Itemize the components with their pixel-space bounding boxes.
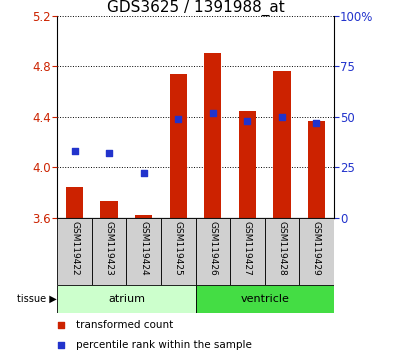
Point (313, 120, 320, 126)
Title: GDS3625 / 1391988_at: GDS3625 / 1391988_at (107, 0, 284, 16)
Bar (100, 201, 118, 218)
Point (141, 171, 147, 176)
Text: GSM119423: GSM119423 (105, 221, 114, 276)
Point (58, 322, 64, 327)
Point (106, 150, 112, 156)
Text: GSM119422: GSM119422 (70, 221, 79, 276)
Bar (135, 215, 152, 218)
Bar (57, 285, 196, 313)
Text: GSM119427: GSM119427 (243, 221, 252, 276)
Bar (230, 218, 265, 285)
Bar (265, 218, 299, 285)
Bar (196, 285, 334, 313)
Bar (273, 72, 291, 218)
Text: GSM119424: GSM119424 (139, 221, 148, 276)
Point (58, 342, 64, 348)
Bar (169, 74, 187, 218)
Bar (308, 121, 325, 218)
Point (71, 148, 78, 154)
Text: GSM119428: GSM119428 (277, 221, 286, 276)
Bar (57, 218, 92, 285)
Bar (161, 218, 196, 285)
Text: ventricle: ventricle (240, 294, 289, 304)
Point (279, 114, 285, 120)
Point (210, 110, 216, 116)
Bar (66, 188, 83, 218)
Bar (126, 218, 161, 285)
Text: GSM119429: GSM119429 (312, 221, 321, 276)
Text: transformed count: transformed count (76, 320, 173, 330)
Bar (92, 218, 126, 285)
Bar (299, 218, 334, 285)
Text: percentile rank within the sample: percentile rank within the sample (76, 340, 252, 350)
Text: atrium: atrium (108, 294, 145, 304)
Bar (196, 218, 230, 285)
Point (175, 116, 181, 122)
Point (244, 118, 250, 124)
Bar (239, 110, 256, 218)
Bar (204, 52, 222, 218)
Text: GSM119426: GSM119426 (208, 221, 217, 276)
Text: tissue ▶: tissue ▶ (17, 294, 56, 304)
Text: GSM119425: GSM119425 (174, 221, 183, 276)
